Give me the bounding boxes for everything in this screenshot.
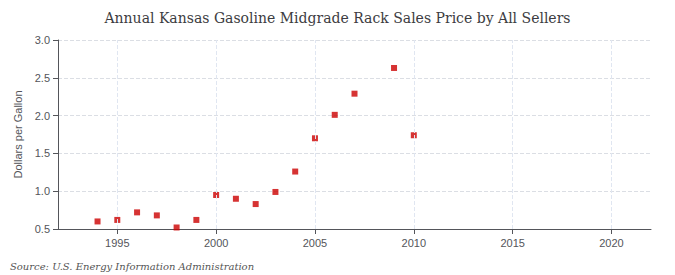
svg-text:2015: 2015 [500,237,524,249]
svg-text:3.0: 3.0 [35,34,50,46]
svg-text:1.0: 1.0 [35,185,50,197]
svg-text:Annual Kansas Gasoline Midgrad: Annual Kansas Gasoline Midgrade Rack Sal… [103,10,570,26]
svg-text:2010: 2010 [402,237,426,249]
svg-text:2020: 2020 [599,237,623,249]
svg-text:2005: 2005 [303,237,327,249]
svg-text:1995: 1995 [105,237,129,249]
svg-text:Source: U.S. Energy Informatio: Source: U.S. Energy Information Administ… [10,261,254,272]
svg-text:2.5: 2.5 [35,72,50,84]
svg-text:1.5: 1.5 [35,147,50,159]
svg-text:Dollars per Gallon: Dollars per Gallon [12,90,24,178]
svg-text:2000: 2000 [204,237,228,249]
svg-text:0.5: 0.5 [35,223,50,235]
svg-text:2.0: 2.0 [35,110,50,122]
